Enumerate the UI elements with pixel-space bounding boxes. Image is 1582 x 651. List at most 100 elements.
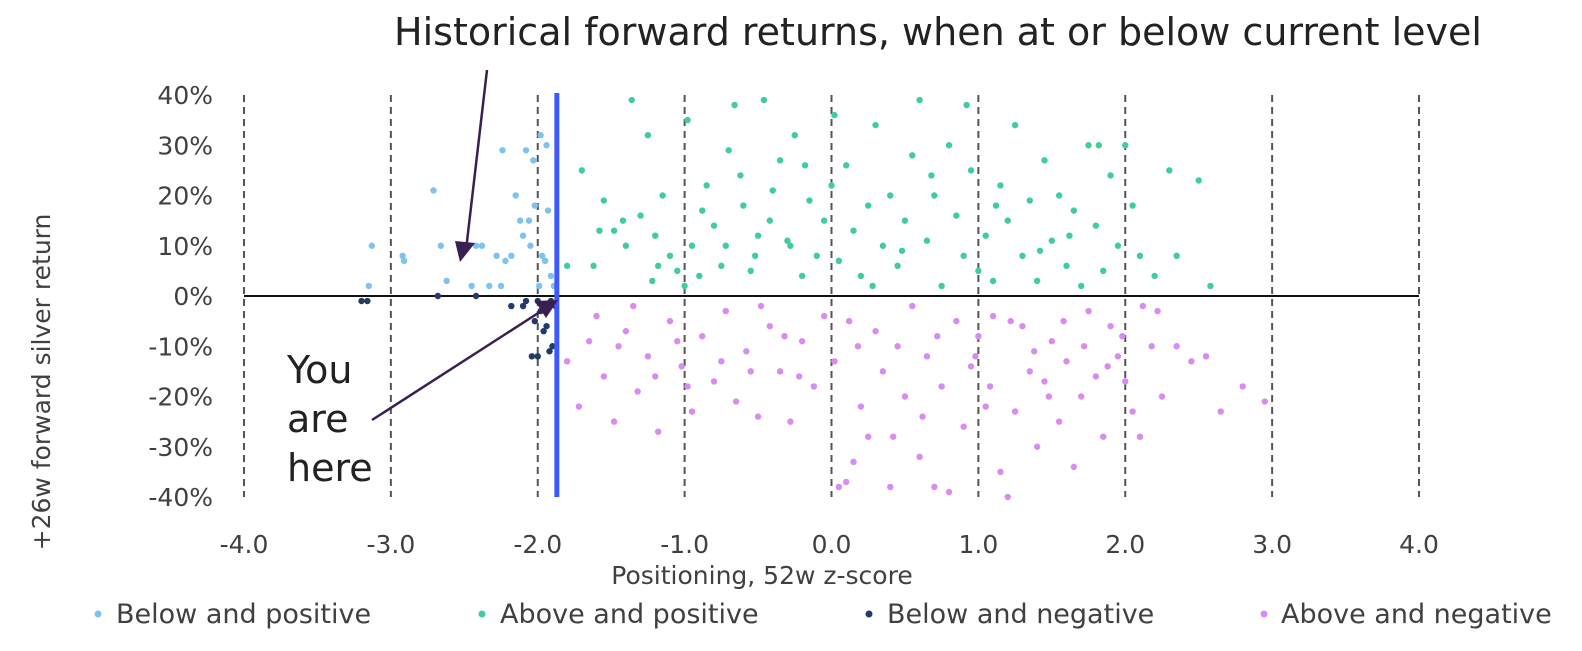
above-positive-point [610,227,618,234]
above-positive-point [718,262,725,270]
above-positive-point [1066,232,1073,239]
y-tick-label: 0% [173,282,213,311]
below-negative-point [540,327,547,335]
legend-marker-above-negative [1260,610,1268,618]
above-negative-point [585,338,593,345]
above-positive-point [857,272,865,280]
above-negative-point [600,373,608,380]
above-positive-point [596,227,603,234]
x-tick-label: 3.0 [1252,530,1292,559]
above-positive-point [722,242,729,249]
above-positive-point [1195,177,1202,184]
below-negative-point [528,353,536,360]
above-positive-point [872,121,879,129]
above-negative-point [1077,393,1085,400]
below-positive-point [538,252,546,259]
above-negative-point [1080,343,1088,350]
above-negative-point [1129,408,1136,415]
below-positive-point [543,142,550,149]
below-negative-point [549,343,556,350]
below-negative-point [358,297,365,305]
above-positive-point [1122,142,1129,149]
above-negative-point [1019,322,1026,330]
above-positive-point [754,232,762,239]
above-positive-point [740,202,747,209]
above-positive-point [649,277,656,285]
above-negative-point [1107,322,1114,330]
above-positive-point [659,192,666,199]
above-positive-point [751,252,759,259]
below-positive-point [365,282,373,290]
above-positive-point [1100,267,1107,275]
above-negative-point [1154,307,1161,315]
above-negative-point [757,302,765,310]
below-positive-point [493,252,500,259]
below-positive-point [478,242,486,249]
above-positive-point [703,182,710,189]
above-negative-point [787,418,794,425]
above-negative-point [1119,333,1126,340]
below-negative-point [508,302,515,310]
below-positive-point [368,242,375,249]
below-positive-point [516,217,524,224]
above-positive-point [696,272,703,280]
x-tick-label: -4.0 [220,530,269,559]
above-negative-point [909,302,916,310]
above-negative-point [718,358,725,365]
above-positive-point [1026,197,1033,204]
above-negative-point [960,423,967,430]
above-negative-point [781,333,788,340]
above-negative-point [835,483,843,491]
historical-arrow [455,69,489,262]
above-positive-point [654,262,662,270]
above-negative-point [1122,378,1129,385]
above-positive-point [835,257,843,265]
above-positive-point [945,142,953,149]
below-positive-point [547,272,555,280]
above-negative-point [810,383,818,390]
above-negative-point [1202,353,1210,360]
above-negative-point [1239,383,1246,390]
above-negative-point [879,368,887,375]
above-positive-point [901,217,909,224]
above-positive-point [1129,202,1136,209]
below-negative-point [522,297,530,305]
above-negative-point [666,317,674,325]
above-negative-point [743,348,750,355]
above-positive-point [1207,282,1214,290]
above-negative-point [654,428,662,435]
above-negative-point [1100,433,1107,440]
scatter-points [358,96,1268,501]
above-positive-point [963,101,970,109]
legend: Below and positive Above and positive Be… [94,599,1552,630]
above-positive-point [813,252,821,259]
above-negative-point [916,453,923,460]
above-negative-point [1060,317,1067,325]
above-positive-point [644,132,652,139]
above-positive-point [1011,121,1019,129]
above-positive-point [1041,157,1048,164]
above-negative-point [1148,343,1155,350]
above-positive-point [769,187,776,194]
above-positive-point [1085,142,1092,149]
above-positive-point [992,202,1000,209]
above-positive-point [928,172,935,179]
above-negative-point [747,368,754,375]
above-positive-point [953,212,960,219]
above-negative-point [934,333,941,340]
y-axis-title: +26w forward silver return [27,214,56,551]
above-negative-point [1011,408,1019,415]
above-negative-point [622,327,630,335]
x-tick-label: 0.0 [812,530,852,559]
above-negative-point [684,383,691,390]
above-positive-point [637,212,644,219]
above-positive-point [1004,217,1011,224]
legend-label-below-negative: Below and negative [887,599,1154,630]
above-positive-point [828,182,835,189]
above-positive-point [622,242,630,249]
above-positive-point [916,96,923,104]
below-negative-point [434,292,442,300]
below-negative-point [364,297,371,305]
above-positive-point [684,116,691,124]
